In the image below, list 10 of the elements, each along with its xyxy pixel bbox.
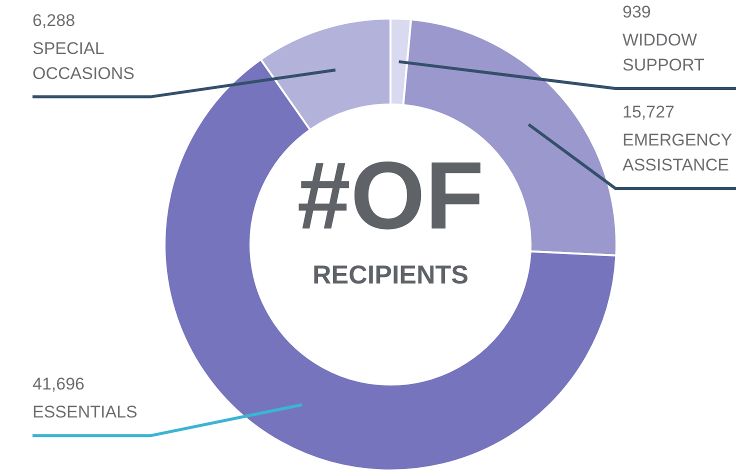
text: RECIPIENTS (312, 260, 469, 290)
slice-label: SPECIAL OCCASIONS (32, 38, 135, 83)
data-label: 939 (622, 2, 651, 22)
slice-label: EMERGENCY ASSISTANCE (622, 130, 732, 174)
text: #OF (297, 142, 484, 250)
data-label: 15,727 (622, 102, 674, 122)
data-label: 41,696 (32, 374, 84, 394)
data-label: 6,288 (32, 10, 76, 30)
slice-label: ESSENTIALS (32, 402, 138, 422)
slice-label: WIDDOW SUPPORT (622, 30, 704, 74)
